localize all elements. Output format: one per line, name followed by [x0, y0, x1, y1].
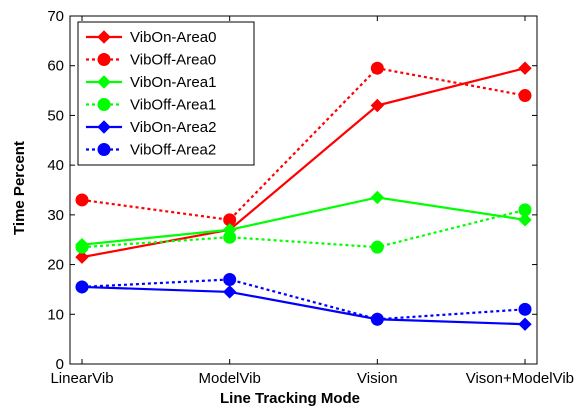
data-point	[75, 250, 89, 264]
y-tick-label: 0	[56, 356, 64, 373]
legend-marker	[97, 30, 111, 44]
data-point	[223, 230, 237, 244]
x-tick-label: Vision	[357, 370, 398, 387]
legend-label: VibOn-Area2	[130, 119, 216, 136]
y-tick-label: 40	[47, 157, 64, 174]
data-point	[75, 193, 89, 207]
series-line	[81, 67, 526, 259]
series-viboff-area0	[75, 61, 532, 227]
legend-marker	[97, 53, 111, 66]
legend-label: VibOff-Area1	[130, 97, 216, 114]
series-viboff-area1	[75, 203, 532, 254]
series-line	[81, 67, 526, 221]
legend-label: VibOff-Area2	[130, 142, 216, 159]
data-point	[370, 98, 385, 113]
y-tick-labels: 0 10 20 30 40 50 60 70	[47, 8, 64, 373]
y-tick-label: 60	[47, 58, 64, 75]
series-line	[81, 278, 526, 321]
data-point	[518, 203, 532, 217]
x-tick-label: LinearVib	[50, 370, 113, 387]
legend-marker	[97, 120, 111, 134]
x-tick-label: ModelVib	[199, 370, 261, 387]
data-point	[518, 213, 532, 227]
series-line	[81, 208, 526, 249]
legend-marker	[97, 75, 111, 89]
y-tick-label: 50	[47, 107, 64, 124]
legend-label: VibOff-Area0	[130, 52, 216, 69]
legend-item: VibOn-Area0	[86, 29, 216, 46]
data-point	[370, 190, 385, 205]
y-axis-title: Time Percent	[11, 141, 28, 235]
series-line	[81, 196, 526, 246]
x-axis-title: Line Tracking Mode	[220, 390, 360, 407]
x-tick-label: Vison+ModelVib	[466, 370, 574, 387]
y-tick-label: 70	[47, 8, 64, 25]
data-point	[518, 61, 532, 75]
data-point	[75, 240, 89, 254]
legend-item: VibOn-Area2	[86, 119, 216, 136]
data-point	[518, 302, 532, 316]
legend-item: VibOn-Area1	[86, 74, 216, 91]
legend-marker	[97, 143, 111, 156]
y-tick-label: 30	[47, 207, 64, 224]
data-point	[518, 89, 532, 103]
legend-box	[77, 21, 255, 166]
legend-label: VibOn-Area1	[130, 74, 216, 91]
y-tick-label: 10	[47, 306, 64, 323]
legend-item: VibOff-Area0	[86, 52, 216, 69]
legend-label: VibOn-Area0	[130, 29, 216, 46]
data-point	[370, 61, 384, 75]
data-point	[223, 272, 237, 286]
data-point	[370, 240, 384, 254]
data-point	[75, 280, 89, 294]
x-tick-labels: LinearVib ModelVib Vision Vison+ModelVib	[50, 370, 574, 387]
data-point	[222, 285, 237, 299]
y-tick-label: 20	[47, 257, 64, 274]
series-line	[81, 285, 526, 326]
data-point	[518, 317, 532, 331]
series-viboff-area2	[75, 272, 532, 326]
legend: VibOn-Area0 VibOff-Area0 VibOn-Area1 VibOff…	[77, 21, 255, 166]
legend-marker	[97, 98, 111, 111]
legend-item: VibOff-Area2	[86, 142, 216, 159]
data-point	[370, 312, 384, 326]
legend-item: VibOff-Area1	[86, 97, 216, 114]
